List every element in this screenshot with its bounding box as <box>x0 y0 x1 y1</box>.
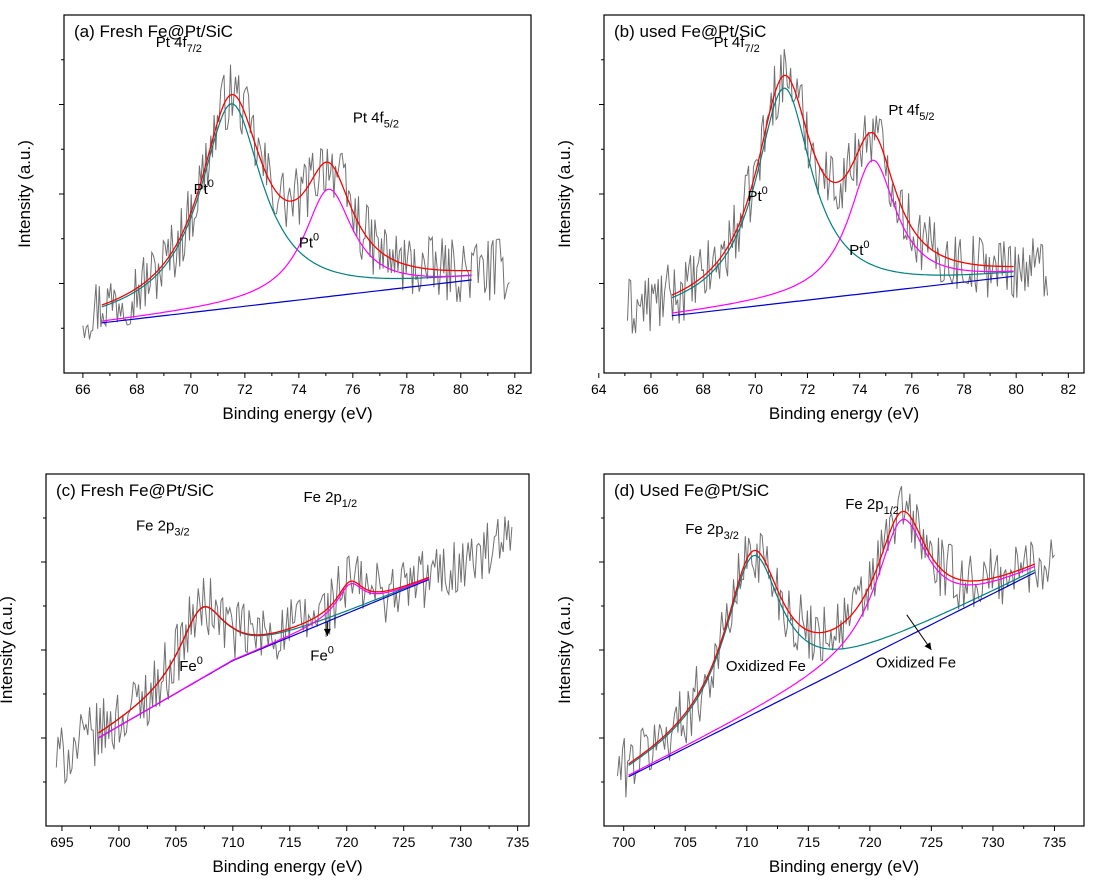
peak-annotation: Fe 2p3/2 <box>685 521 739 542</box>
peak-component-line-1 <box>101 188 472 322</box>
x-tick-label: 705 <box>164 834 188 850</box>
peak-annotation: Oxidized Fe <box>726 658 806 675</box>
x-tick-label: 74 <box>291 381 307 397</box>
x-tick-label: 730 <box>449 834 473 850</box>
peak-annotation: Fe0 <box>310 645 334 665</box>
x-tick-label: 725 <box>920 834 944 850</box>
background-line <box>98 579 430 739</box>
x-tick-label: 735 <box>1043 834 1067 850</box>
x-tick-label: 68 <box>129 381 145 397</box>
x-tick-label: 82 <box>507 381 523 397</box>
x-tick-label: 710 <box>735 834 759 850</box>
panel-3: 700 705 710 715 720 725 730 735 (d) Used Fe@Pt/S… <box>555 473 1085 876</box>
peak-annotation: Fe 2p1/2 <box>845 496 899 517</box>
x-tick-label: 695 <box>50 834 74 850</box>
x-tick-label: 730 <box>981 834 1005 850</box>
peak-annotation: Oxidized Fe <box>876 655 956 672</box>
x-tick-label: 720 <box>858 834 882 850</box>
peak-component-line-0 <box>628 554 1036 766</box>
peak-annotation: Pt0 <box>849 239 869 259</box>
peak-annotation: Pt0 <box>299 232 319 252</box>
x-axis-label: Binding energy (eV) <box>769 404 919 423</box>
x-tick-label: 80 <box>1008 381 1024 397</box>
x-tick-label: 64 <box>591 381 607 397</box>
peak-annotation: Fe 2p1/2 <box>303 489 357 510</box>
envelope-fit-line <box>628 510 1036 765</box>
x-tick-label: 82 <box>1061 381 1077 397</box>
x-tick-label: 705 <box>674 834 698 850</box>
peak-component-line-0 <box>101 103 472 308</box>
peak-annotation: Pt 4f5/2 <box>888 102 934 123</box>
x-axis-label: Binding energy (eV) <box>222 404 372 423</box>
x-tick-label: 700 <box>107 834 131 850</box>
peak-annotation: Pt 4f5/2 <box>353 109 399 130</box>
x-tick-label: 70 <box>748 381 764 397</box>
x-tick-label: 66 <box>643 381 659 397</box>
peak-annotation: Fe 2p3/2 <box>136 517 190 538</box>
peak-annotation: Pt 4f7/2 <box>156 34 202 55</box>
arrow-head <box>323 628 331 636</box>
x-tick-label: 735 <box>506 834 530 850</box>
peak-component-line-1 <box>671 159 1014 314</box>
raw-spectrum-line <box>55 516 513 785</box>
x-tick-label: 68 <box>695 381 711 397</box>
panel-0: 66 68 70 72 74 76 78 80 82 (a) Fresh Fe@Pt/SiC Bin… <box>15 14 532 423</box>
peak-annotation: Pt0 <box>194 178 214 198</box>
y-axis-label: Intensity (a.u.) <box>15 140 34 248</box>
peak-component-line-0 <box>671 87 1014 299</box>
envelope-fit-line <box>671 74 1014 296</box>
x-axis-label: Binding energy (eV) <box>769 857 919 876</box>
y-axis-label: Intensity (a.u.) <box>0 596 16 704</box>
plot-frame <box>45 473 530 827</box>
panel-title: (b) used Fe@Pt/SiC <box>614 22 766 41</box>
y-axis-label: Intensity (a.u.) <box>555 140 574 248</box>
arrow-line <box>906 614 932 651</box>
peak-component-line-1 <box>628 518 1036 776</box>
plot-frame <box>603 473 1085 827</box>
peak-annotation: Pt0 <box>747 185 767 205</box>
x-tick-label: 725 <box>392 834 416 850</box>
x-tick-label: 70 <box>183 381 199 397</box>
background-line <box>671 275 1014 317</box>
envelope-fit-line <box>101 93 472 306</box>
panel-2: 695 700 705 710 715 720 725 730 735 (c) Fresh Fe@… <box>0 473 530 876</box>
raw-spectrum-line <box>627 49 1048 334</box>
x-tick-label: 72 <box>800 381 816 397</box>
x-axis-label: Binding energy (eV) <box>212 857 362 876</box>
panel-1: 64 66 68 70 72 74 76 78 80 82 (b) used Fe@Pt/SiC Bi… <box>555 14 1085 423</box>
x-tick-label: 72 <box>237 381 253 397</box>
x-tick-label: 74 <box>852 381 868 397</box>
x-tick-label: 66 <box>75 381 91 397</box>
raw-spectrum-line <box>617 485 1055 798</box>
x-tick-label: 715 <box>797 834 821 850</box>
x-tick-label: 710 <box>221 834 245 850</box>
panel-title: (c) Fresh Fe@Pt/SiC <box>56 481 214 500</box>
y-axis-label: Intensity (a.u.) <box>555 596 574 704</box>
x-tick-label: 700 <box>612 834 636 850</box>
envelope-fit-line <box>98 576 430 734</box>
peak-annotation: Pt 4f7/2 <box>714 34 760 55</box>
x-tick-label: 715 <box>278 834 302 850</box>
peak-annotation: Fe0 <box>179 655 203 675</box>
x-tick-label: 720 <box>335 834 359 850</box>
x-tick-label: 78 <box>956 381 972 397</box>
background-line <box>101 279 472 324</box>
raw-spectrum-line <box>82 64 510 340</box>
plot-frame <box>603 14 1085 374</box>
arrow-head <box>924 642 932 650</box>
background-line <box>628 572 1036 778</box>
peak-component-line-1 <box>98 577 430 739</box>
x-tick-label: 76 <box>904 381 920 397</box>
x-tick-label: 76 <box>345 381 361 397</box>
panel-title: (d) Used Fe@Pt/SiC <box>614 481 769 500</box>
x-tick-label: 78 <box>399 381 415 397</box>
panel-title: (a) Fresh Fe@Pt/SiC <box>74 22 233 41</box>
x-tick-label: 80 <box>453 381 469 397</box>
